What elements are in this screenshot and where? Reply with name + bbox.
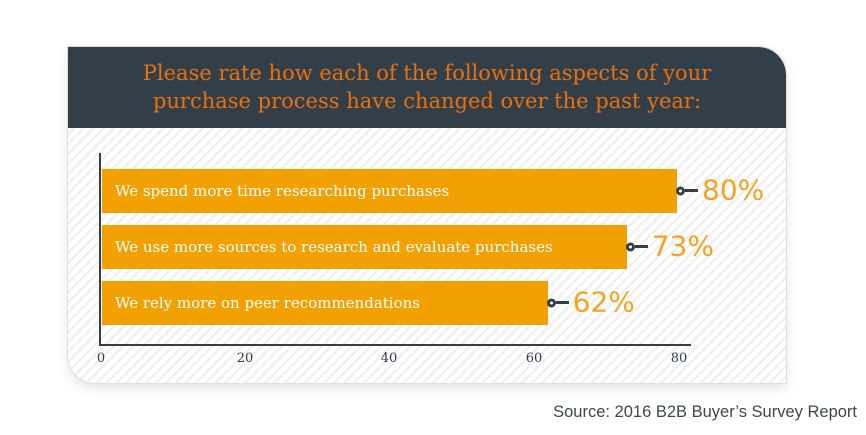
bar-researching-purchases: We spend more time researching purchases… xyxy=(102,169,764,213)
bar-category-label: We spend more time researching purchases xyxy=(115,182,450,200)
source-credit: Source: 2016 B2B Buyer’s Survey Report xyxy=(553,403,857,421)
bar-category-label: We use more sources to research and eval… xyxy=(115,238,553,256)
circle-marker-icon xyxy=(625,242,635,252)
chart-header: Please rate how each of the following as… xyxy=(68,47,786,128)
bar-value-label: 73% xyxy=(651,229,714,263)
bar-value-label: 62% xyxy=(572,285,635,319)
x-axis-tick-20: 20 xyxy=(236,351,254,366)
bar-row: We use more sources to research and eval… xyxy=(102,225,714,269)
chart-title: Please rate how each of the following as… xyxy=(142,60,712,113)
x-axis-tick-0: 0 xyxy=(96,351,106,366)
connector-line xyxy=(685,189,698,192)
bar-category-label: We rely more on peer recommendations xyxy=(115,294,420,312)
chart-card: Please rate how each of the following as… xyxy=(67,46,787,384)
bar-row: We spend more time researching purchases… xyxy=(102,169,764,213)
y-axis-line xyxy=(99,153,101,346)
connector-line xyxy=(634,245,648,248)
bar-value-label: 80% xyxy=(702,173,765,207)
bar-row: We rely more on peer recommendations 62% xyxy=(102,281,635,325)
x-axis-line xyxy=(99,344,691,346)
circle-marker-icon xyxy=(546,298,556,308)
bar-peer-recommendations: We rely more on peer recommendations 62% xyxy=(102,281,635,325)
bar-chart: We spend more time researching purchases… xyxy=(68,47,786,383)
bar-more-sources: We use more sources to research and eval… xyxy=(102,225,714,269)
x-axis-tick-60: 60 xyxy=(525,351,543,366)
x-axis-tick-40: 40 xyxy=(380,351,398,366)
circle-marker-icon xyxy=(676,186,685,196)
connector-line xyxy=(555,301,569,304)
x-axis-tick-80: 80 xyxy=(670,351,688,366)
